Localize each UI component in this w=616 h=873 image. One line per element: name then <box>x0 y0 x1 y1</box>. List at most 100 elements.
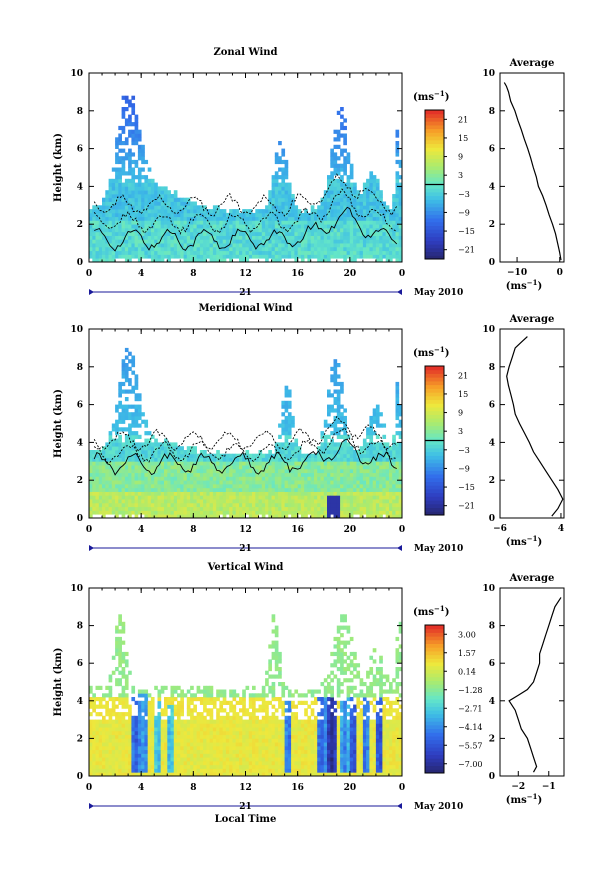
heatmap-cell <box>121 465 126 470</box>
heatmap-cell <box>193 476 197 481</box>
heatmap-cell <box>261 506 266 511</box>
heatmap-cell <box>193 506 197 511</box>
heatmap-cell <box>366 457 370 462</box>
heatmap-cell <box>327 235 331 240</box>
heatmap-cell <box>102 235 106 240</box>
heatmap-cell <box>92 723 96 728</box>
heatmap-cell <box>343 514 347 519</box>
heatmap-cell <box>359 212 364 218</box>
heatmap-cell <box>375 250 380 255</box>
heatmap-cell <box>379 190 383 195</box>
heatmap-cell <box>300 254 305 259</box>
heatmap-cell <box>252 480 256 485</box>
colorbar-cell <box>425 507 444 512</box>
heatmap-cell <box>379 205 383 210</box>
heatmap-cell <box>147 772 152 777</box>
heatmap-cell <box>102 715 106 720</box>
heatmap-cell <box>177 715 181 720</box>
heatmap-cell <box>89 450 93 455</box>
heatmap-cell <box>353 472 357 477</box>
heatmap-cell <box>141 506 145 511</box>
heatmap-cell <box>98 742 103 747</box>
heatmap-cell <box>261 461 266 466</box>
heatmap-cell <box>314 243 318 248</box>
heatmap-cell <box>385 465 390 470</box>
heatmap-cell <box>398 250 403 255</box>
heatmap-cell <box>128 495 132 500</box>
heatmap-cell <box>294 480 299 485</box>
heatmap-cell <box>150 697 155 702</box>
average-y-tick-label: 8 <box>489 107 495 117</box>
heatmap-cell <box>330 461 334 466</box>
heatmap-cell <box>131 749 136 754</box>
heatmap-cell <box>362 216 367 221</box>
heatmap-cell <box>164 708 168 713</box>
heatmap-cell <box>340 250 344 255</box>
heatmap-cell <box>372 476 377 481</box>
heatmap-cell <box>362 446 367 451</box>
heatmap-cell <box>121 749 126 754</box>
heatmap-cell <box>392 502 396 508</box>
heatmap-cell <box>222 480 227 485</box>
heatmap-cell <box>268 491 272 496</box>
heatmap-cell <box>349 186 354 191</box>
heatmap-cell <box>124 761 129 766</box>
heatmap-cell <box>209 258 214 263</box>
heatmap-cell <box>359 514 364 519</box>
heatmap-cell <box>121 231 126 236</box>
heatmap-cell <box>336 393 341 398</box>
day-label: 21 <box>239 544 252 554</box>
heatmap-cell <box>248 235 253 240</box>
heatmap-cell <box>297 209 302 214</box>
heatmap-cell <box>167 216 171 221</box>
heatmap-cell <box>141 209 145 214</box>
heatmap-cell <box>333 250 338 255</box>
heatmap-cell <box>177 487 181 492</box>
heatmap-cell <box>359 480 364 485</box>
heatmap-cell <box>121 506 126 511</box>
colorbar-cell <box>425 188 444 193</box>
heatmap-cell <box>369 461 374 466</box>
heatmap-cell <box>95 231 100 236</box>
heatmap-cell <box>141 476 145 481</box>
heatmap-cell <box>180 708 184 713</box>
heatmap-cell <box>115 704 119 709</box>
heatmap-cell <box>343 502 347 508</box>
month-label: May 2010 <box>414 288 463 298</box>
heatmap-cell <box>314 212 318 218</box>
heatmap-cell <box>141 228 145 233</box>
heatmap-cell <box>157 228 162 233</box>
heatmap-cell <box>349 487 354 492</box>
heatmap-cell <box>177 704 181 709</box>
heatmap-cell <box>111 655 116 660</box>
heatmap-cell <box>121 209 126 214</box>
heatmap-cell <box>128 670 132 675</box>
heatmap-cell <box>239 487 243 492</box>
heatmap-cell <box>268 484 272 489</box>
heatmap-cell <box>160 712 165 717</box>
heatmap-cell <box>359 461 364 466</box>
heatmap-cell <box>131 453 136 458</box>
heatmap-cell <box>320 224 325 229</box>
heatmap-cell <box>346 480 351 485</box>
heatmap-cell <box>310 461 315 466</box>
heatmap-cell <box>258 450 263 455</box>
heatmap-cell <box>320 250 325 255</box>
heatmap-cell <box>141 468 145 474</box>
heatmap-cell <box>128 446 132 451</box>
heatmap-cell <box>128 415 132 421</box>
heatmap-cell <box>118 385 122 390</box>
heatmap-cell <box>128 499 132 504</box>
heatmap-cell <box>118 644 122 649</box>
heatmap-cell <box>330 393 334 398</box>
heatmap-cell <box>239 224 243 229</box>
heatmap-cell <box>330 194 334 199</box>
heatmap-cell <box>265 212 269 218</box>
heatmap-cell <box>294 250 299 255</box>
heatmap-cell <box>89 254 93 259</box>
heatmap-cell <box>284 468 289 474</box>
heatmap-cell <box>177 461 181 466</box>
heatmap-cell <box>222 224 227 229</box>
heatmap-cell <box>199 209 204 214</box>
heatmap-cell <box>314 209 318 214</box>
